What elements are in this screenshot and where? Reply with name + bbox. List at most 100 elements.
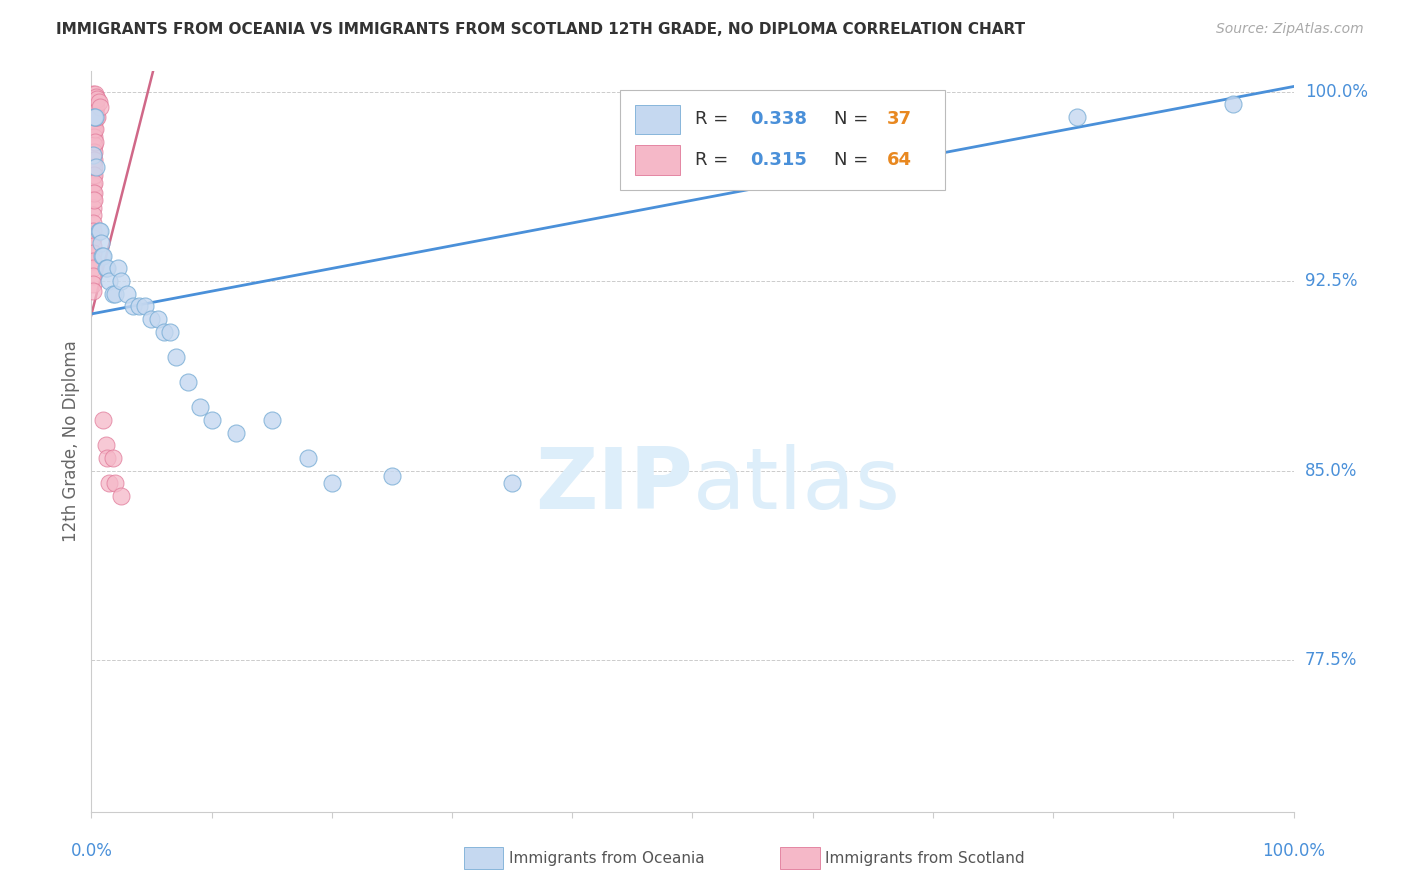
Point: [82, 125, 104, 139]
Point: [101, 286, 124, 301]
Text: ZIP: ZIP: [534, 444, 692, 527]
Point: [141, 312, 163, 326]
Point: [110, 274, 132, 288]
Point: [82, 97, 104, 112]
Point: [93, 413, 115, 427]
Point: [84, 135, 107, 149]
Point: [82, 132, 104, 146]
Point: [801, 161, 824, 175]
Point: [89, 100, 111, 114]
Point: [82, 216, 104, 230]
Point: [82, 87, 104, 101]
Point: [86, 110, 108, 124]
Point: [82, 110, 104, 124]
Point: [89, 223, 111, 237]
Point: [84, 110, 107, 124]
Point: [83, 186, 105, 200]
Point: [82, 268, 104, 283]
Point: [146, 312, 169, 326]
Point: [82, 284, 104, 298]
Point: [96, 261, 118, 276]
Text: 100.0%: 100.0%: [1263, 842, 1324, 860]
Text: 0.315: 0.315: [751, 152, 807, 169]
Text: atlas: atlas: [692, 444, 900, 527]
Point: [176, 375, 198, 389]
Point: [84, 95, 107, 109]
Point: [84, 87, 107, 101]
Point: [83, 130, 105, 145]
Point: [82, 92, 104, 106]
Point: [83, 92, 105, 106]
Point: [84, 110, 107, 124]
Point: [152, 325, 174, 339]
Point: [82, 231, 104, 245]
Point: [84, 110, 107, 124]
Point: [94, 438, 117, 452]
Point: [201, 413, 224, 427]
Point: [82, 117, 104, 131]
Point: [82, 178, 104, 192]
Point: [1222, 97, 1244, 112]
Point: [98, 476, 121, 491]
Point: [84, 100, 107, 114]
Point: [83, 115, 105, 129]
Point: [82, 246, 104, 260]
Point: [122, 299, 145, 313]
Text: 85.0%: 85.0%: [1305, 461, 1357, 480]
Text: 77.5%: 77.5%: [1305, 651, 1357, 669]
Point: [321, 476, 343, 491]
Point: [82, 253, 104, 268]
Point: [110, 489, 132, 503]
Point: [84, 122, 107, 136]
Point: [104, 286, 127, 301]
Point: [83, 137, 105, 152]
Text: Source: ZipAtlas.com: Source: ZipAtlas.com: [1216, 22, 1364, 37]
Point: [87, 95, 110, 109]
Bar: [634, 145, 681, 175]
Point: [82, 223, 104, 237]
Point: [101, 450, 124, 465]
Text: IMMIGRANTS FROM OCEANIA VS IMMIGRANTS FROM SCOTLAND 12TH GRADE, NO DIPLOMA CORRE: IMMIGRANTS FROM OCEANIA VS IMMIGRANTS FR…: [56, 22, 1025, 37]
Point: [82, 147, 104, 161]
Text: N =: N =: [834, 152, 875, 169]
Point: [87, 223, 110, 237]
Point: [117, 286, 139, 301]
Point: [107, 261, 129, 276]
Point: [83, 100, 105, 114]
Point: [82, 147, 104, 161]
Point: [1066, 110, 1088, 124]
Bar: [634, 104, 681, 135]
Point: [225, 425, 247, 440]
Text: R =: R =: [695, 152, 734, 169]
Point: [91, 249, 114, 263]
Point: [83, 153, 105, 167]
Point: [82, 208, 104, 222]
Point: [83, 193, 105, 207]
Point: [83, 122, 105, 136]
Point: [104, 476, 127, 491]
Y-axis label: 12th Grade, No Diploma: 12th Grade, No Diploma: [62, 341, 80, 542]
Point: [82, 170, 104, 185]
Point: [90, 236, 112, 251]
Point: [96, 450, 118, 465]
Point: [83, 145, 105, 160]
Point: [134, 299, 156, 313]
Point: [84, 89, 107, 103]
Point: [83, 176, 105, 190]
Point: [93, 249, 115, 263]
Point: [98, 274, 121, 288]
Point: [82, 162, 104, 177]
Point: [165, 350, 187, 364]
Point: [83, 168, 105, 182]
Point: [82, 261, 104, 276]
Point: [86, 92, 108, 106]
Point: [501, 476, 523, 491]
Point: [297, 450, 319, 465]
Point: [82, 102, 104, 116]
Point: [94, 261, 117, 276]
Text: Immigrants from Oceania: Immigrants from Oceania: [509, 851, 704, 865]
Point: [83, 110, 105, 124]
Text: N =: N =: [834, 111, 875, 128]
Text: 37: 37: [887, 111, 912, 128]
Text: 100.0%: 100.0%: [1305, 83, 1368, 101]
